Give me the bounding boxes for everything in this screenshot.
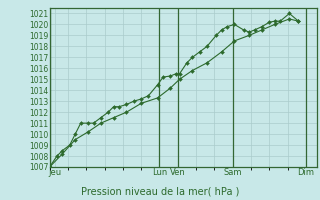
Text: Pression niveau de la mer( hPa ): Pression niveau de la mer( hPa ) [81,186,239,196]
